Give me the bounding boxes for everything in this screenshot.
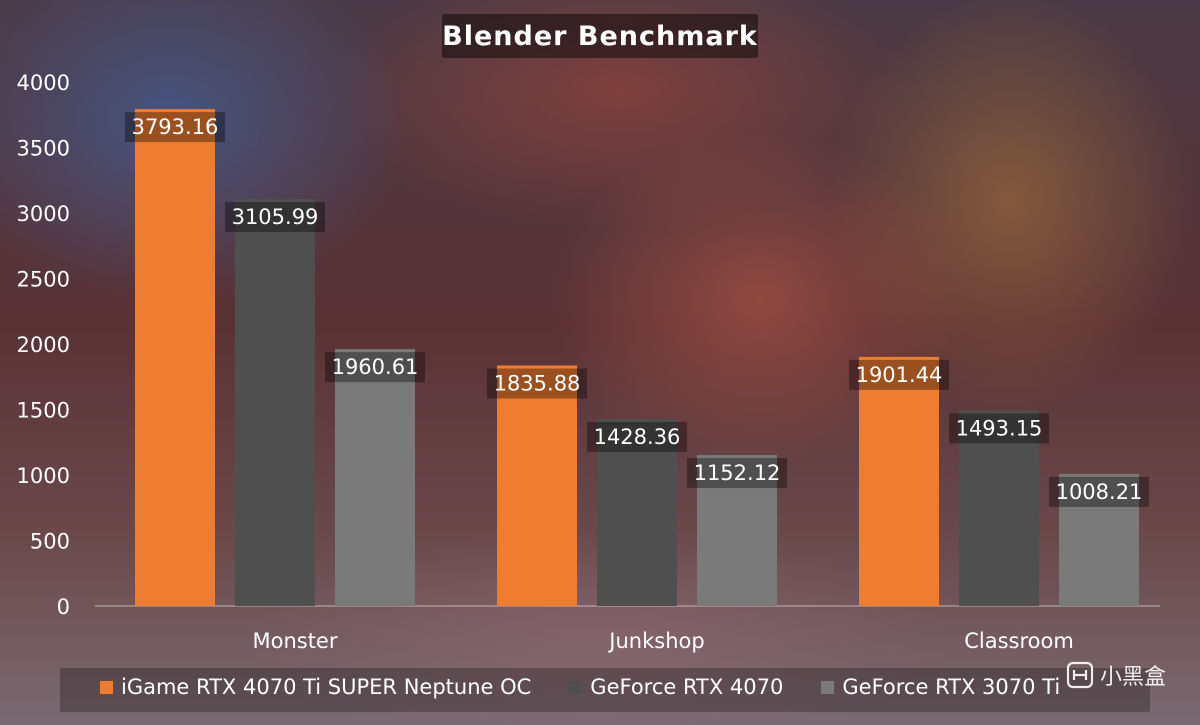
data-label-background [487,368,587,399]
data-label: 1960.61 [332,355,419,379]
legend-label: GeForce RTX 3070 Ti [842,675,1061,699]
bar [1059,473,1139,606]
watermark-text: 小黑盒 [1099,665,1166,690]
x-tick-label: Classroom [964,629,1074,653]
legend-item: GeForce RTX 4070 [569,675,783,699]
bar [235,199,315,607]
data-label: 1835.88 [494,371,581,395]
chart-title-text: Blender Benchmark [442,21,758,52]
data-label-background [849,359,949,390]
y-axis: 0 500 1000 1500 2000 2500 3000 3500 4000 [17,71,70,619]
x-axis: Monster Junkshop Classroom [252,629,1073,653]
bar [135,109,215,606]
data-label: 1008.21 [1056,480,1143,504]
y-tick-label: 3000 [17,202,70,226]
legend-swatch [821,680,835,694]
data-label-background [325,352,425,383]
x-tick-label: Junkshop [607,629,704,653]
legend-item: GeForce RTX 3070 Ti [821,675,1060,699]
bar [597,418,677,606]
legend-swatch [569,680,583,694]
y-tick-label: 0 [57,595,70,619]
legend-label: GeForce RTX 4070 [590,675,784,699]
bar [959,410,1039,606]
bar [859,356,939,606]
legend-label: iGame RTX 4070 Ti SUPER Neptune OC [121,675,532,699]
legend-item: iGame RTX 4070 Ti SUPER Neptune OC [100,675,531,699]
y-tick-label: 500 [30,530,70,554]
legend-background [60,668,1150,712]
data-label-background [949,413,1049,444]
y-tick-label: 2500 [17,268,70,292]
y-tick-label: 2000 [17,333,70,357]
x-tick-label: Monster [252,629,337,653]
heybox-logo-icon [1066,661,1094,689]
data-label-background [1049,476,1149,507]
data-label-background [587,421,687,452]
bar [697,455,777,606]
data-labels: 3793.16 3105.99 1960.61 1835.88 1428.36 1152.… [125,112,1149,507]
watermark: 小黑盒 [1066,659,1166,691]
data-label-background [125,112,225,143]
y-tick-label: 1000 [17,464,70,488]
data-label: 1493.15 [956,416,1043,440]
data-label: 3105.99 [232,205,319,229]
y-tick-label: 4000 [17,71,70,95]
bar [335,349,415,606]
data-label: 1901.44 [856,363,943,387]
data-label: 1428.36 [594,425,681,449]
data-label-background [225,202,325,233]
chart-title: Blender Benchmark [442,14,758,58]
bar-series [135,109,1139,607]
y-tick-label: 1500 [17,399,70,423]
legend-swatch [100,680,113,694]
data-label: 3793.16 [132,115,219,139]
bar [497,365,577,606]
data-label-background [687,458,787,489]
legend: iGame RTX 4070 Ti SUPER Neptune OC GeForc… [100,675,1060,699]
data-label: 1152.12 [694,461,781,485]
y-tick-label: 3500 [17,137,70,161]
